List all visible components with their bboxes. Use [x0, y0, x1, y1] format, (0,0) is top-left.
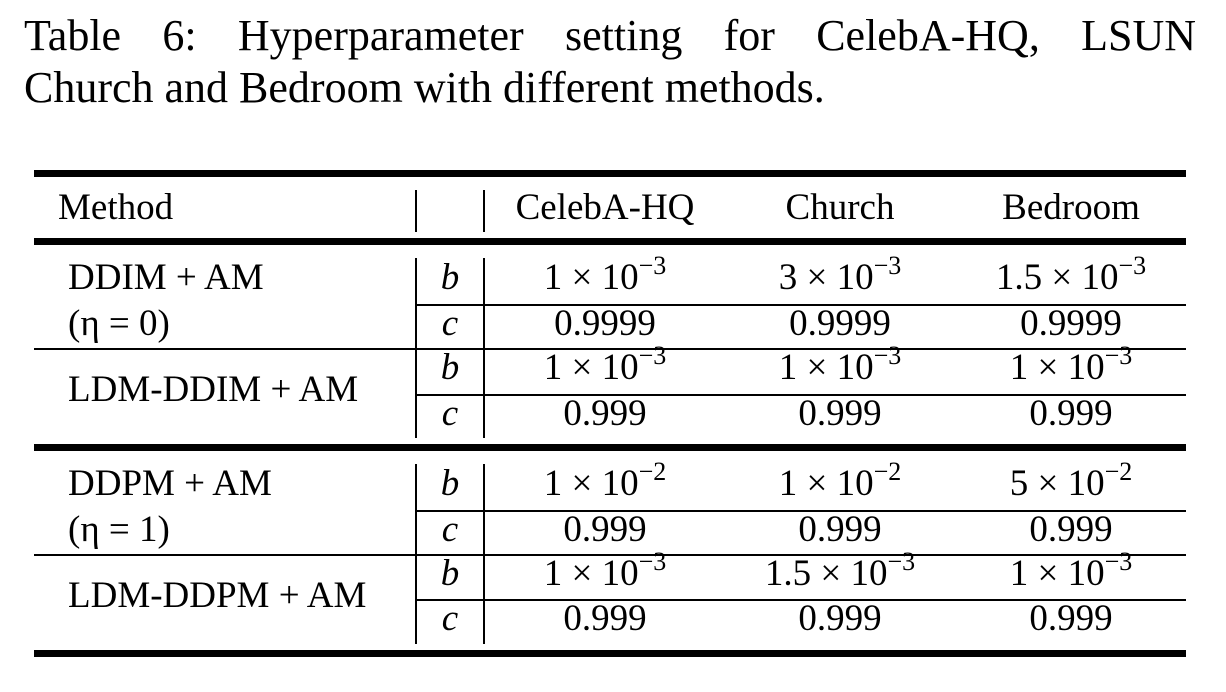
- value-celeba-b: 1 × 10−3: [543, 250, 667, 298]
- value-bedroom-c: 0.999: [1029, 598, 1113, 639]
- param-c: c: [441, 303, 459, 344]
- value-church-c: 0.999: [798, 509, 882, 550]
- group2-b-c-rule: [416, 394, 1186, 396]
- value-celeba-c: 0.999: [563, 509, 647, 550]
- vrule-method: [415, 464, 417, 644]
- group-divider-2: [34, 554, 1186, 556]
- vrule-method: [415, 190, 417, 232]
- header-celeba: CelebA-HQ: [515, 187, 695, 228]
- table-caption: Table 6: Hyperparameter setting for Cele…: [24, 10, 1196, 114]
- method-name: LDM-DDPM + AM: [68, 575, 367, 616]
- value-celeba-c: 0.9999: [554, 303, 656, 344]
- value-celeba-b: 1 × 10−3: [543, 546, 667, 594]
- header-bedroom: Bedroom: [1002, 187, 1140, 228]
- caption-line-2: Church and Bedroom with different method…: [24, 63, 825, 112]
- group3-b-c-rule: [416, 510, 1186, 512]
- value-bedroom-b: 5 × 10−2: [1009, 456, 1133, 504]
- value-bedroom-c: 0.9999: [1020, 303, 1122, 344]
- top-rule: [34, 170, 1186, 177]
- value-celeba-c: 0.999: [563, 598, 647, 639]
- mid-thick-rule: [34, 444, 1186, 451]
- value-church-b: 1.5 × 10−3: [764, 546, 916, 594]
- header-church: Church: [785, 187, 895, 228]
- value-church-c: 0.999: [798, 598, 882, 639]
- value-celeba-b: 1 × 10−2: [543, 456, 667, 504]
- method-eta: (η = 0): [68, 303, 170, 344]
- param-c: c: [441, 393, 459, 434]
- vrule-param: [483, 258, 485, 438]
- value-church-c: 0.999: [798, 393, 882, 434]
- group4-b-c-rule: [416, 599, 1186, 601]
- value-bedroom-c: 0.999: [1029, 393, 1113, 434]
- method-name: DDPM + AM: [68, 463, 272, 504]
- method-name: DDIM + AM: [68, 257, 264, 298]
- bottom-rule: [34, 650, 1186, 657]
- param-b: b: [440, 257, 460, 298]
- value-celeba-b: 1 × 10−3: [543, 340, 667, 388]
- caption-line-1: Table 6: Hyperparameter setting for Cele…: [24, 11, 1196, 60]
- value-celeba-c: 0.999: [563, 393, 647, 434]
- param-c: c: [441, 509, 459, 550]
- param-c: c: [441, 598, 459, 639]
- group1-b-c-rule: [416, 304, 1186, 306]
- header-rule: [34, 238, 1186, 245]
- group-divider-1: [34, 348, 1186, 350]
- value-church-c: 0.9999: [789, 303, 891, 344]
- value-bedroom-b: 1 × 10−3: [1009, 340, 1133, 388]
- vrule-param: [483, 464, 485, 644]
- vrule-param: [483, 190, 485, 232]
- param-b: b: [440, 553, 460, 594]
- param-b: b: [440, 463, 460, 504]
- value-bedroom-b: 1.5 × 10−3: [995, 250, 1147, 298]
- method-name: LDM-DDIM + AM: [68, 369, 359, 410]
- value-church-b: 1 × 10−3: [778, 340, 902, 388]
- header-method: Method: [58, 187, 174, 228]
- value-bedroom-b: 1 × 10−3: [1009, 546, 1133, 594]
- method-eta: (η = 1): [68, 509, 170, 550]
- vrule-method: [415, 258, 417, 438]
- value-church-b: 3 × 10−3: [778, 250, 902, 298]
- value-church-b: 1 × 10−2: [778, 456, 902, 504]
- param-b: b: [440, 347, 460, 388]
- value-bedroom-c: 0.999: [1029, 509, 1113, 550]
